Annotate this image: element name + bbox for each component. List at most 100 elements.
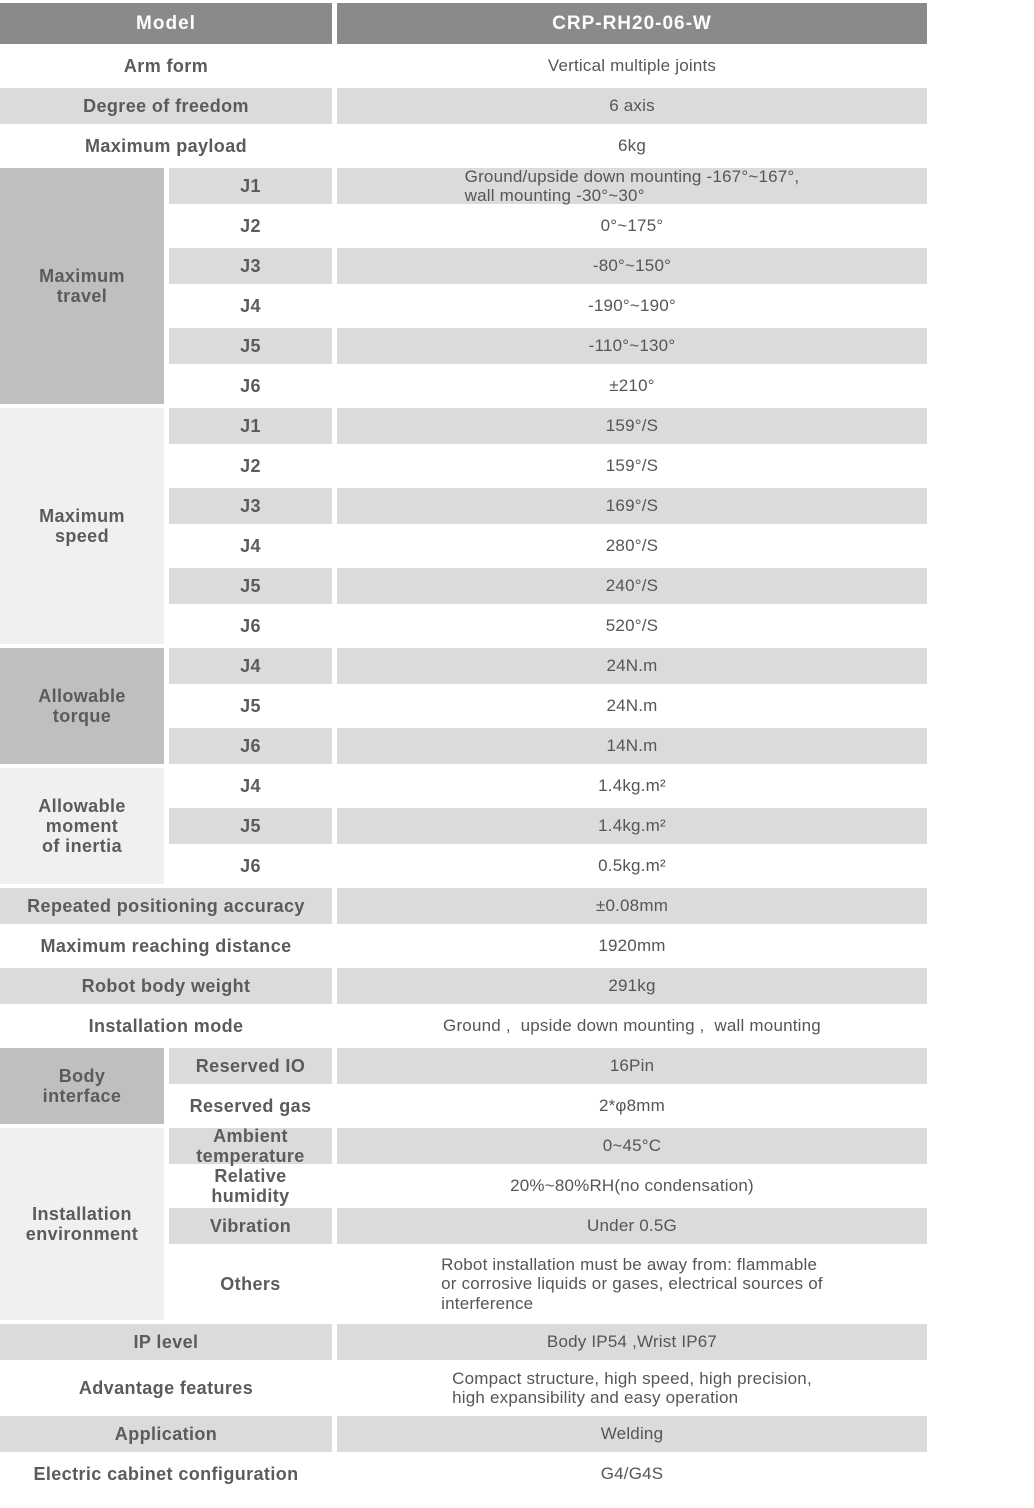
maximum-payload-value: 6kg — [617, 136, 646, 155]
row-robot-body-weight: Robot body weight 291kg — [0, 968, 927, 1004]
section-maximum-speed: Maximum speed J1 159°/S J2 159°/S J3 169… — [0, 408, 927, 644]
advantage-features-label: Advantage features — [78, 1377, 254, 1398]
travel-j5-label: J5 — [169, 328, 332, 364]
accuracy-value: ±0.08mm — [337, 888, 927, 924]
inertia-j4-label: J4 — [240, 775, 261, 796]
relative-humidity-value: 20%~80%RH(no condensation) — [510, 1176, 754, 1195]
speed-j5-value: 240°/S — [337, 568, 927, 604]
relative-humidity-label: Relative humidity — [211, 1165, 290, 1206]
speed-j4-label: J4 — [240, 535, 261, 556]
allowable-inertia-group-label: Allowable moment of inertia — [0, 768, 164, 884]
body-interface-group-label: Body interface — [0, 1048, 164, 1124]
row-repeated-positioning-accuracy: Repeated positioning accuracy ±0.08mm — [0, 888, 927, 924]
speed-j4-value: 280°/S — [605, 536, 659, 555]
row-speed-j1: J1 159°/S — [169, 408, 927, 444]
row-speed-j3: J3 169°/S — [169, 488, 927, 524]
row-reserved-gas: Reserved gas 2*φ8mm — [169, 1088, 927, 1124]
allowable-torque-group-label: Allowable torque — [0, 648, 164, 764]
speed-j1-value: 159°/S — [337, 408, 927, 444]
weight-value: 291kg — [337, 968, 927, 1004]
row-speed-j4: J4 280°/S — [169, 528, 927, 564]
installation-mode-value: Ground , upside down mounting , wall mou… — [443, 1016, 821, 1035]
application-value: Welding — [337, 1416, 927, 1452]
row-arm-form: Arm form Vertical multiple joints — [0, 48, 927, 84]
inertia-j4-value: 1.4kg.m² — [598, 776, 666, 795]
travel-j5-value: -110°~130° — [337, 328, 927, 364]
row-travel-j2: J2 0°~175° — [169, 208, 927, 244]
speed-j6-value: 520°/S — [605, 616, 659, 635]
reserved-io-label: Reserved IO — [169, 1048, 332, 1084]
travel-j3-value: -80°~150° — [337, 248, 927, 284]
row-travel-j1: J1 Ground/upside down mounting -167°~167… — [169, 167, 927, 205]
reserved-io-value: 16Pin — [337, 1048, 927, 1084]
row-ip-level: IP level Body IP54 ,Wrist IP67 — [0, 1324, 927, 1360]
others-value: Robot installation must be away from: fl… — [441, 1255, 823, 1313]
ip-level-value: Body IP54 ,Wrist IP67 — [337, 1324, 927, 1360]
row-electric-cabinet-configuration: Electric cabinet configuration G4/G4S — [0, 1456, 927, 1492]
torque-j5-label: J5 — [240, 695, 261, 716]
speed-j3-value: 169°/S — [337, 488, 927, 524]
maximum-speed-group-label: Maximum speed — [0, 408, 164, 644]
travel-j1-label: J1 — [169, 168, 332, 204]
row-ambient-temperature: Ambient temperature 0~45°C — [169, 1126, 927, 1166]
degree-of-freedom-value: 6 axis — [337, 88, 927, 124]
torque-j6-label: J6 — [169, 728, 332, 764]
electric-cabinet-label: Electric cabinet configuration — [33, 1463, 299, 1484]
torque-j4-label: J4 — [169, 648, 332, 684]
reach-value: 1920mm — [598, 936, 666, 955]
row-torque-j6: J6 14N.m — [169, 728, 927, 764]
row-advantage-features: Advantage features Compact structure, hi… — [0, 1364, 927, 1412]
row-degree-of-freedom: Degree of freedom 6 axis — [0, 88, 927, 124]
reserved-gas-value: 2*φ8mm — [598, 1096, 666, 1115]
travel-j1-value: Ground/upside down mounting -167°~167°, … — [337, 167, 927, 205]
row-inertia-j5: J5 1.4kg.m² — [169, 808, 927, 844]
installation-environment-group-label: Installation environment — [0, 1128, 164, 1320]
weight-label: Robot body weight — [0, 968, 332, 1004]
row-travel-j6: J6 ±210° — [169, 368, 927, 404]
row-torque-j5: J5 24N.m — [169, 688, 927, 724]
torque-j5-value: 24N.m — [606, 696, 658, 715]
ambient-temperature-value: 0~45°C — [337, 1128, 927, 1164]
travel-j4-label: J4 — [240, 295, 261, 316]
electric-cabinet-value: G4/G4S — [600, 1464, 664, 1483]
accuracy-label: Repeated positioning accuracy — [0, 888, 332, 924]
speed-j1-label: J1 — [169, 408, 332, 444]
application-label: Application — [0, 1416, 332, 1452]
speed-j2-label: J2 — [240, 455, 261, 476]
row-vibration: Vibration Under 0.5G — [169, 1208, 927, 1244]
row-travel-j4: J4 -190°~190° — [169, 288, 927, 324]
maximum-payload-label: Maximum payload — [84, 135, 248, 156]
row-speed-j5: J5 240°/S — [169, 568, 927, 604]
row-travel-j3: J3 -80°~150° — [169, 248, 927, 284]
travel-j6-label: J6 — [240, 375, 261, 396]
travel-j3-label: J3 — [169, 248, 332, 284]
maximum-travel-group-label: Maximum travel — [0, 168, 164, 404]
row-speed-j6: J6 520°/S — [169, 608, 927, 644]
vibration-value: Under 0.5G — [337, 1208, 927, 1244]
arm-form-label: Arm form — [123, 55, 209, 76]
table-header-row: Model CRP-RH20-06-W — [0, 3, 927, 44]
speed-j5-label: J5 — [169, 568, 332, 604]
advantage-features-value: Compact structure, high speed, high prec… — [452, 1368, 812, 1407]
travel-j2-value: 0°~175° — [600, 216, 664, 235]
arm-form-value: Vertical multiple joints — [547, 56, 717, 75]
model-header-value: CRP-RH20-06-W — [337, 3, 927, 44]
section-installation-environment: Installation environment Ambient tempera… — [0, 1126, 927, 1320]
section-maximum-travel: Maximum travel J1 Ground/upside down mou… — [0, 167, 927, 404]
inertia-j6-value: 0.5kg.m² — [598, 856, 666, 875]
torque-j6-value: 14N.m — [337, 728, 927, 764]
travel-j6-value: ±210° — [609, 376, 655, 395]
row-reserved-io: Reserved IO 16Pin — [169, 1048, 927, 1084]
others-label: Others — [220, 1273, 281, 1294]
speed-j6-label: J6 — [240, 615, 261, 636]
spec-table: Model CRP-RH20-06-W Arm form Vertical mu… — [0, 3, 927, 1492]
torque-j4-value: 24N.m — [337, 648, 927, 684]
installation-mode-label: Installation mode — [88, 1015, 244, 1036]
row-torque-j4: J4 24N.m — [169, 648, 927, 684]
row-others: Others Robot installation must be away f… — [169, 1248, 927, 1320]
section-allowable-torque: Allowable torque J4 24N.m J5 24N.m J6 14… — [0, 648, 927, 764]
inertia-j5-label: J5 — [169, 808, 332, 844]
degree-of-freedom-label: Degree of freedom — [0, 88, 332, 124]
section-allowable-inertia: Allowable moment of inertia J4 1.4kg.m² … — [0, 768, 927, 884]
